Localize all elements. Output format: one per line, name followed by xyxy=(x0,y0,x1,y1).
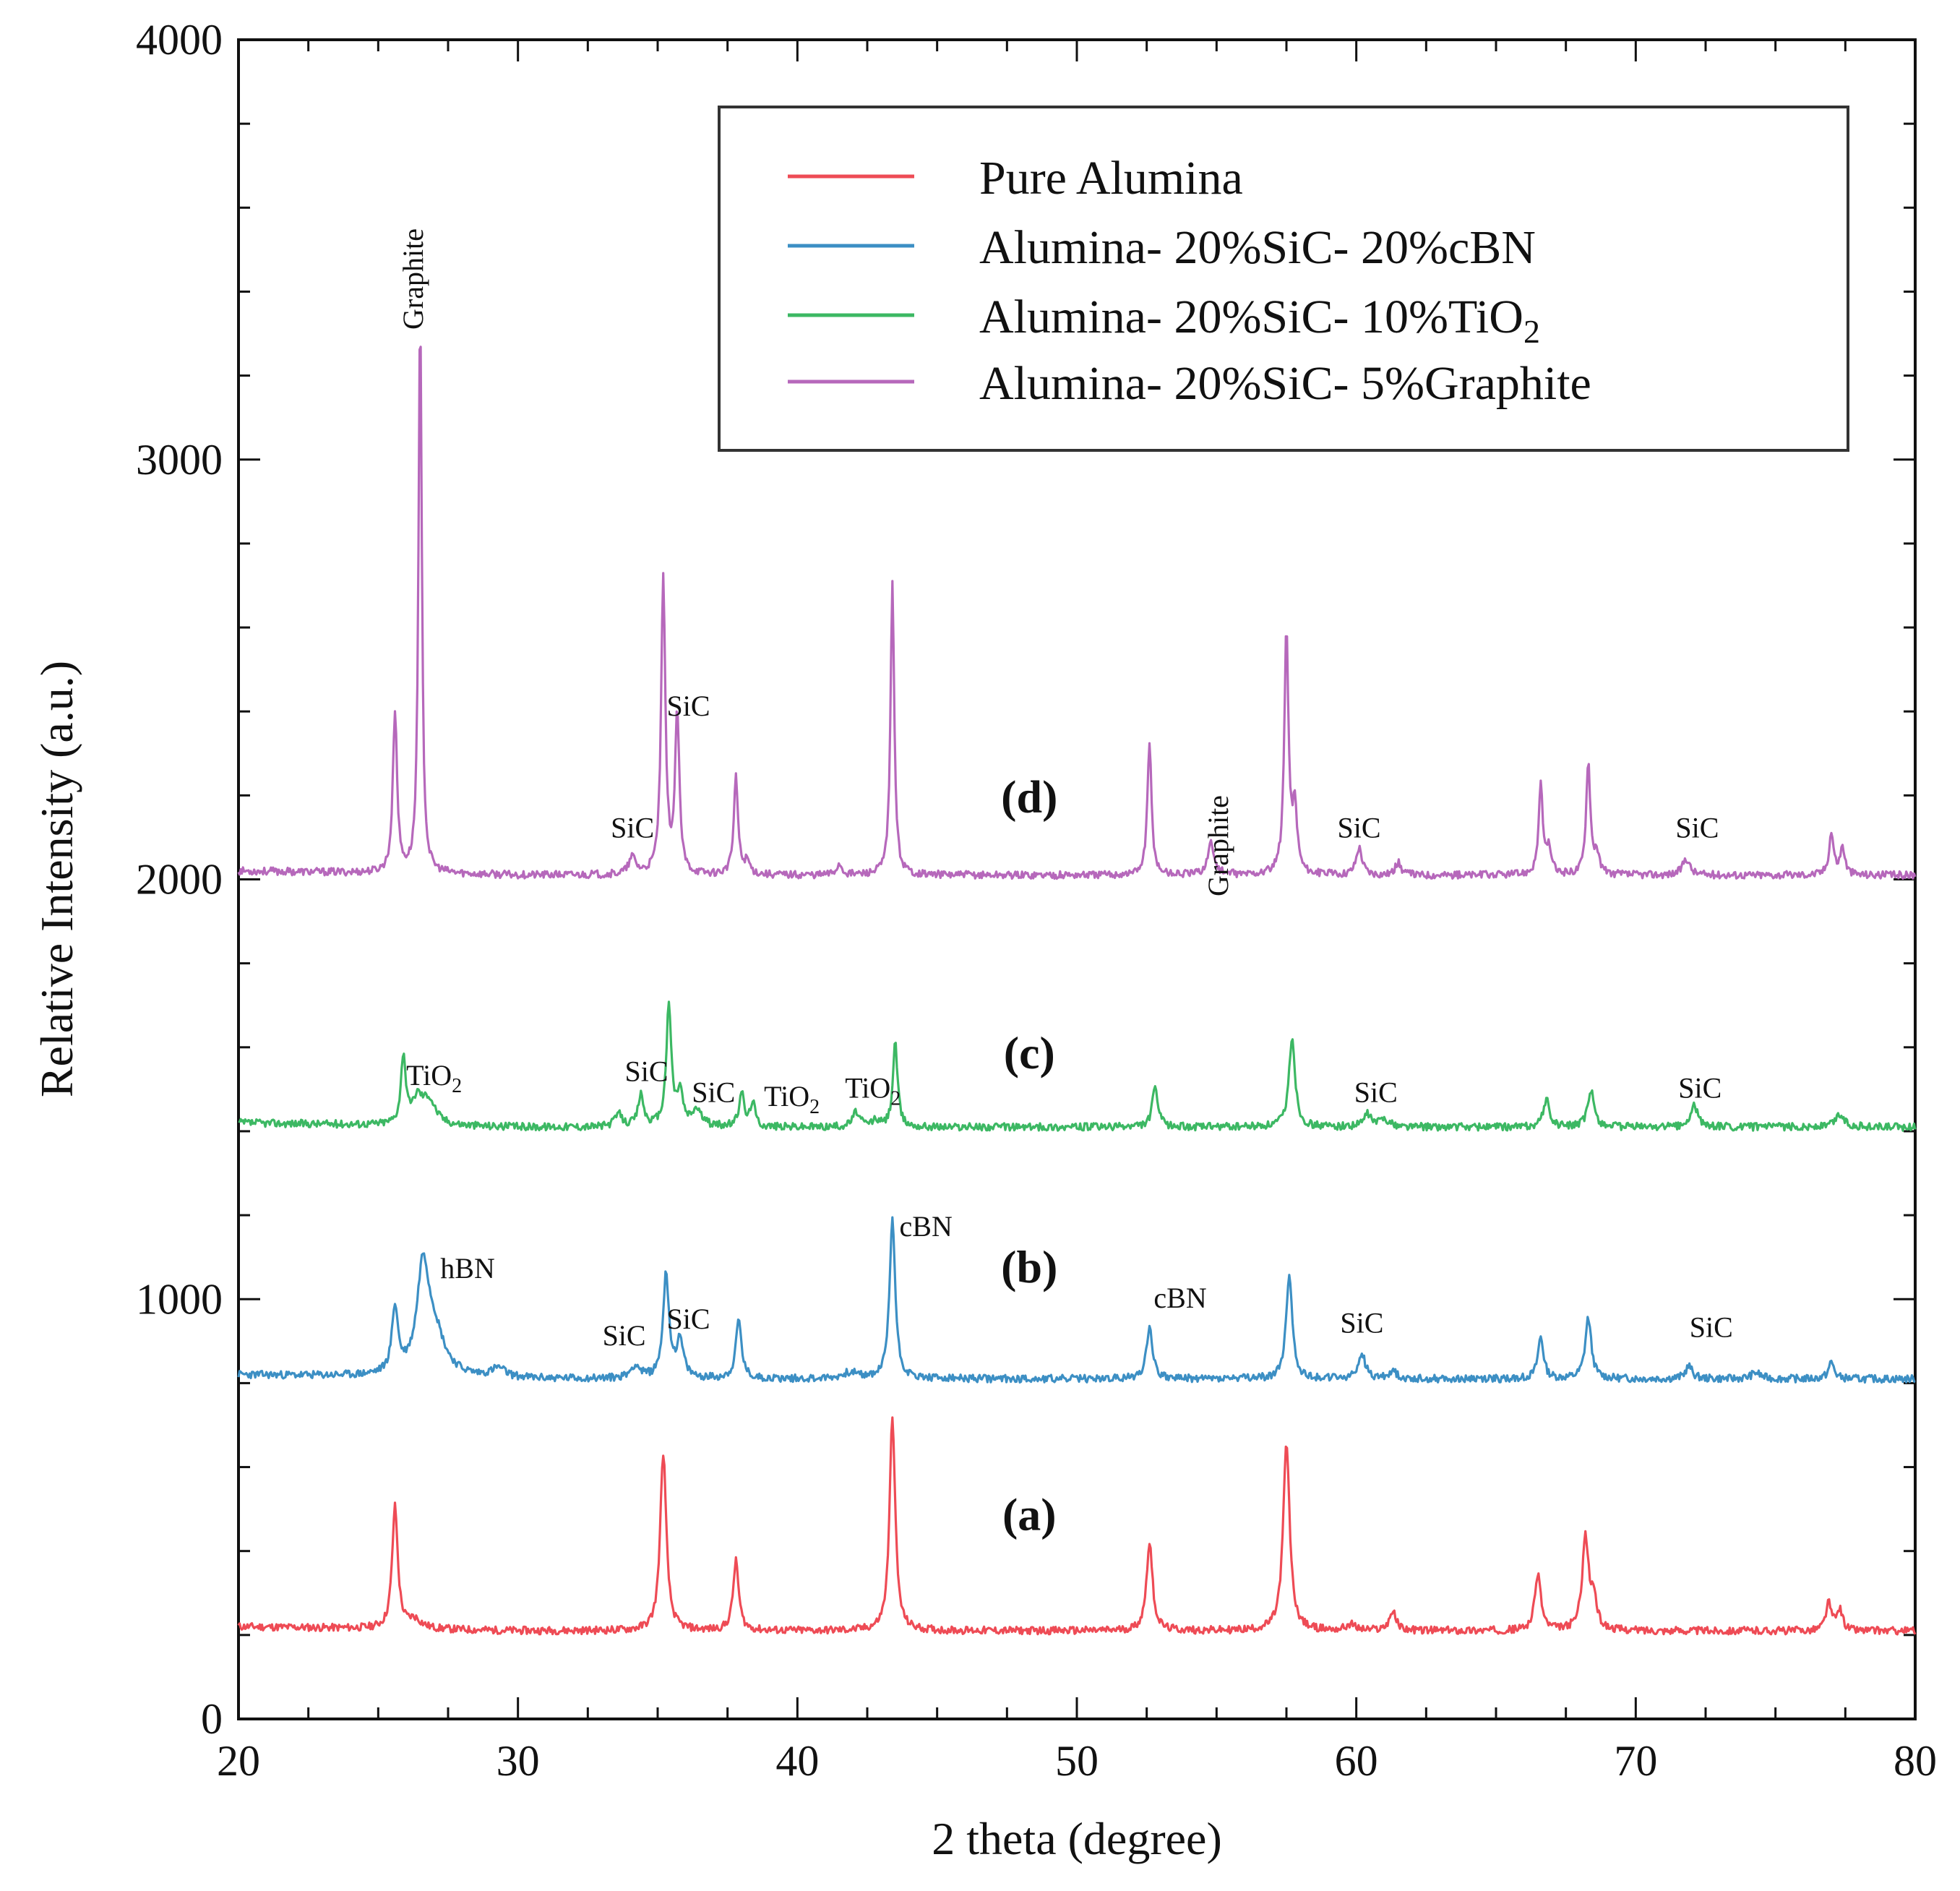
peak-annotation: SiC xyxy=(1340,1307,1383,1339)
x-axis-title: 2 theta (degree) xyxy=(932,1813,1222,1864)
y-axis-title: Relative Intensity (a.u.) xyxy=(31,661,82,1097)
series-line-4 xyxy=(237,346,1917,880)
peak-annotation: SiC xyxy=(1690,1311,1733,1344)
peak-annotation-main: TiO xyxy=(764,1080,809,1112)
panel-label: (c) xyxy=(1004,1027,1055,1079)
peak-annotation: SiC xyxy=(692,1076,735,1108)
x-tick-label: 20 xyxy=(217,1737,260,1785)
x-tick-label: 70 xyxy=(1614,1737,1657,1785)
legend-label-tio2-main: Alumina- 20%SiC- 10%TiO xyxy=(979,291,1523,343)
x-tick-label: 40 xyxy=(775,1737,819,1785)
x-tick-label: 50 xyxy=(1055,1737,1099,1785)
legend-label-cbn: Alumina- 20%SiC- 20%cBN xyxy=(979,221,1536,274)
peak-annotation-main: TiO xyxy=(845,1071,890,1104)
axis-ticks xyxy=(237,38,1917,1720)
x-tick-label: 60 xyxy=(1335,1737,1378,1785)
legend-box xyxy=(718,106,1849,452)
peak-annotation: Graphite xyxy=(397,228,429,330)
peak-annotation: Graphite xyxy=(1202,795,1234,896)
x-tick-label: 30 xyxy=(497,1737,540,1785)
y-tick-label: 1000 xyxy=(136,1275,223,1323)
series-line-2 xyxy=(237,1216,1916,1384)
y-tick-label: 4000 xyxy=(136,16,223,64)
peak-annotation: SiC xyxy=(1678,1071,1722,1104)
peak-annotation: SiC xyxy=(625,1055,669,1087)
series-group xyxy=(237,346,1917,1636)
peak-annotation: SiC xyxy=(611,811,654,844)
legend-label-graphite: Alumina- 20%SiC- 5%Graphite xyxy=(979,357,1591,410)
legend-label-tio2-sub: 2 xyxy=(1523,313,1540,350)
peak-annotation: TiO2 xyxy=(406,1059,462,1097)
peak-annotation: SiC xyxy=(667,690,710,722)
panel-label: (b) xyxy=(1001,1241,1057,1292)
peak-annotation: cBN xyxy=(1153,1282,1206,1314)
y-tick-label: 3000 xyxy=(136,436,223,484)
tick-labels: 20 30 40 50 60 70 80 0 1000 2000 3000 4000 xyxy=(136,16,1937,1785)
peak-annotation: TiO2 xyxy=(764,1080,820,1118)
panel-label: (d) xyxy=(1001,771,1057,823)
peak-annotation-sub: 2 xyxy=(809,1096,820,1118)
y-tick-label: 2000 xyxy=(136,856,223,904)
peak-annotation: SiC xyxy=(1675,811,1719,844)
peak-annotation: cBN xyxy=(900,1210,953,1243)
panel-label: (a) xyxy=(1002,1489,1057,1540)
legend: Pure Alumina Alumina- 20%SiC- 20%cBN Alu… xyxy=(718,106,1849,452)
peak-annotation: SiC xyxy=(1338,811,1381,844)
peak-annotation: SiC xyxy=(667,1303,710,1335)
peak-annotation: TiO2 xyxy=(845,1071,901,1110)
peak-annotation-sub: 2 xyxy=(890,1087,901,1110)
y-tick-label: 0 xyxy=(201,1695,223,1743)
series-line-1 xyxy=(237,1416,1917,1636)
peak-annotation: SiC xyxy=(1354,1076,1398,1108)
peak-annotation: hBN xyxy=(440,1252,495,1285)
legend-label-tio2: Alumina- 20%SiC- 10%TiO2 xyxy=(979,291,1540,350)
x-tick-label: 80 xyxy=(1894,1737,1937,1785)
peak-annotation: SiC xyxy=(603,1319,646,1352)
peak-annotation-main: TiO xyxy=(406,1059,452,1092)
series-line-3 xyxy=(238,1000,1917,1132)
legend-label-pure: Pure Alumina xyxy=(979,152,1243,205)
peak-annotation-sub: 2 xyxy=(452,1075,462,1097)
panel-labels: (a) (b) (c) (d) xyxy=(1001,771,1057,1540)
